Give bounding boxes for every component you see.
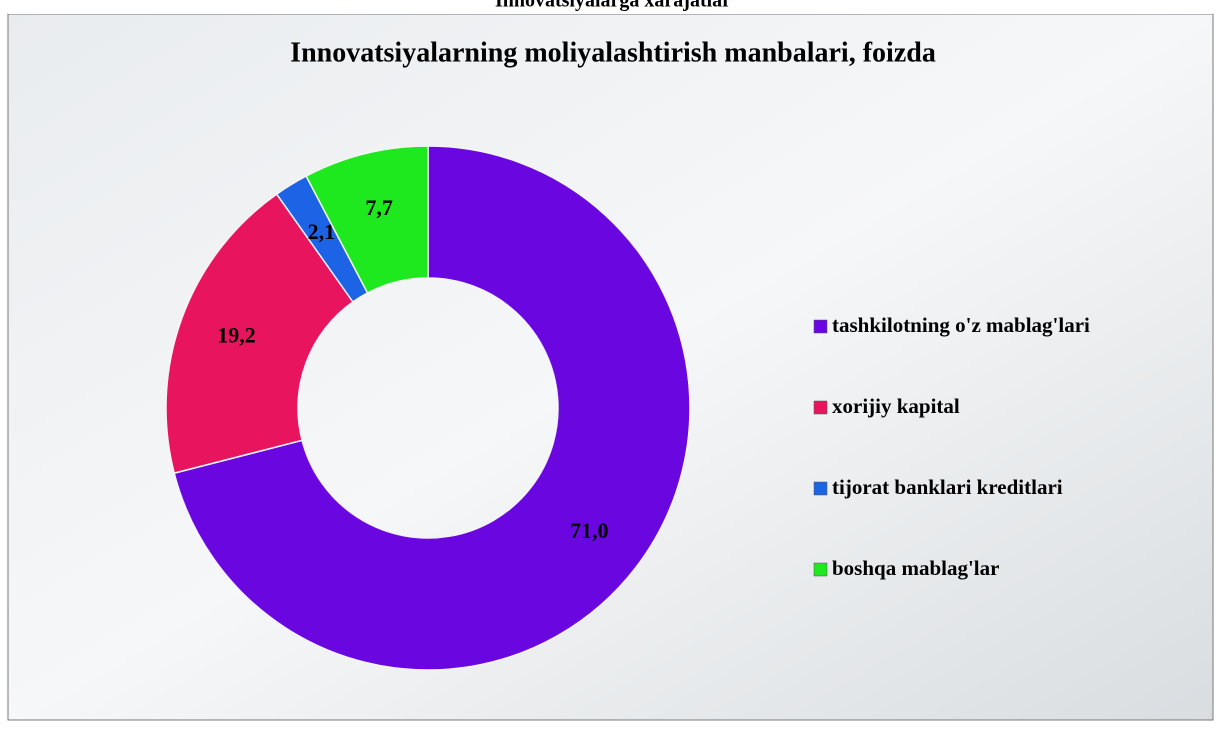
- value-label: 19,2: [217, 323, 256, 348]
- value-label: 71,0: [570, 518, 609, 543]
- legend-label: boshqa mablag'lar: [832, 556, 999, 580]
- page-heading: Innovatsiyalarga xarajatlar: [495, 0, 731, 12]
- chart-title: Innovatsiyalarning moliyalashtirish manb…: [290, 37, 936, 68]
- legend-marker: [814, 320, 827, 333]
- legend-marker: [814, 563, 827, 576]
- value-label: 7,7: [365, 195, 393, 220]
- legend-label: xorijiy kapital: [832, 394, 960, 418]
- legend-label: tijorat banklari kreditlari: [832, 475, 1063, 499]
- chart: Innovatsiyalarga xarajatlar Innovatsiyal…: [0, 0, 1223, 729]
- legend-marker: [814, 482, 827, 495]
- legend-label: tashkilotning o'z mablag'lari: [832, 313, 1090, 337]
- legend-marker: [814, 401, 827, 414]
